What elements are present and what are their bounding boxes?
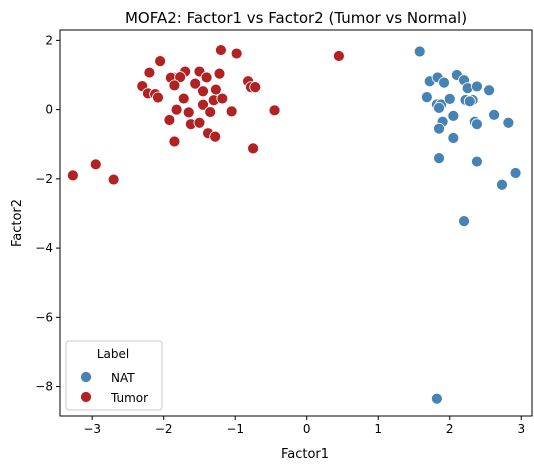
point-tumor [268,104,281,117]
point-tumor [193,116,206,129]
point-nat [471,118,483,131]
point-tumor [333,50,345,62]
y-tick-label: −2 [35,172,53,186]
legend-marker-nat [80,371,92,383]
y-axis-label: Factor2 [10,199,25,247]
chart-title: MOFA2: Factor1 vs Factor2 (Tumor vs Norm… [125,9,467,27]
point-nat [413,45,426,58]
point-tumor [225,105,238,118]
point-nat [463,95,476,108]
point-tumor [200,71,213,84]
legend-label-nat: NAT [111,371,135,385]
point-nat [433,101,445,114]
x-tick-label: 2 [446,422,454,436]
point-tumor [209,130,222,143]
point-nat [502,116,515,129]
point-nat [443,92,456,105]
legend-title: Label [97,347,129,361]
y-tick-label: 2 [45,33,53,47]
point-nat [471,80,483,93]
point-tumor [197,85,209,98]
point-tumor [163,114,176,126]
point-nat [420,91,433,104]
point-tumor [230,47,243,60]
point-nat [438,76,450,89]
point-tumor [152,91,164,104]
y-axis: 2 0 −2 −4 −6 −8 [35,33,60,394]
y-tick-label: −8 [35,380,53,394]
point-nat [458,215,470,227]
y-tick-label: −6 [35,310,53,324]
plot-frame [59,29,533,417]
x-axis: −3 −2 −1 0 1 2 3 [83,416,525,436]
point-tumor [216,92,229,105]
x-tick-label: −2 [155,422,173,436]
point-tumor [168,79,181,92]
x-tick-label: 3 [517,422,525,436]
point-nat [488,108,500,121]
point-tumor [189,77,202,90]
x-tick-label: 0 [303,422,311,436]
point-tumor [213,67,226,80]
point-tumor [168,135,181,148]
point-tumor [66,169,79,182]
point-nat [430,392,443,405]
point-tumor [182,106,195,119]
point-tumor [107,173,120,186]
point-tumor [247,142,259,155]
point-nat [496,178,508,191]
point-tumor [143,66,156,79]
point-tumor [89,158,102,171]
point-nat [509,167,522,179]
point-nat [433,122,445,135]
point-tumor [174,71,187,83]
plot-area [66,44,522,405]
point-tumor [249,81,262,94]
point-nat [483,84,495,97]
point-tumor [197,98,209,111]
y-tick-label: 0 [45,103,53,117]
point-tumor [204,106,217,118]
point-nat [471,155,483,168]
x-tick-label: −3 [83,422,101,436]
y-tick-label: −4 [35,241,53,255]
point-tumor [215,44,227,56]
point-tumor [177,92,190,105]
point-nat [447,132,460,144]
legend-label-tumor: Tumor [110,391,148,405]
legend: Label NAT Tumor [65,340,163,411]
point-tumor [170,103,183,116]
x-axis-label: Factor1 [281,447,329,462]
x-tick-label: −1 [226,422,244,436]
x-tick-label: 1 [374,422,382,436]
point-nat [433,152,445,164]
legend-marker-tumor [80,391,92,403]
point-nat [447,109,460,122]
point-tumor [154,55,167,68]
